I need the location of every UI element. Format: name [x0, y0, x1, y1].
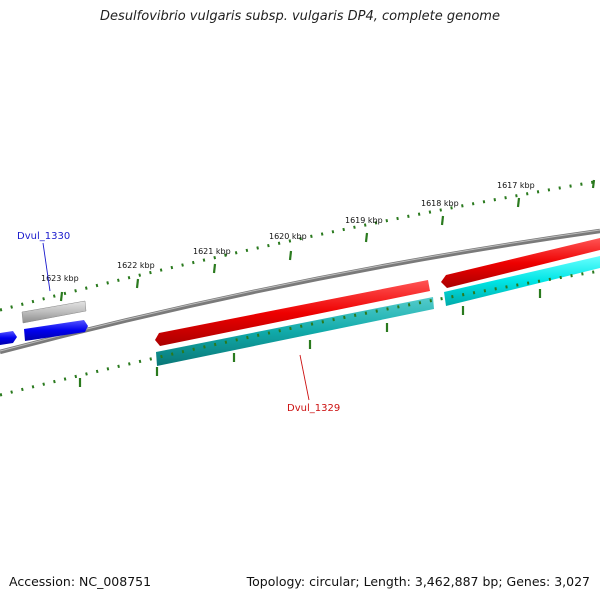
major-tick [135, 278, 140, 289]
tick-label: 1617 kbp [497, 181, 535, 190]
grey-feature[interactable] [21, 300, 87, 324]
red-cds-dvul-1329[interactable] [155, 280, 430, 346]
map-title: Desulfovibrio vulgaris subsp. vulgaris D… [100, 9, 500, 24]
tick-label: 1622 kbp [117, 261, 155, 270]
callout-line-dvul-1329 [299, 354, 310, 401]
tick-label: 1620 kbp [269, 232, 307, 241]
tick-label: 1623 kbp [41, 274, 79, 283]
gene-label-dvul-1330[interactable]: Dvul_1330 [17, 231, 70, 242]
major-tick [440, 215, 445, 226]
major-tick [288, 250, 293, 261]
blue-cds-left[interactable] [0, 331, 17, 345]
tick-label: 1619 kbp [345, 216, 383, 225]
cyan-cds-right[interactable] [444, 256, 600, 306]
accession-text: Accession: NC_008751 [9, 574, 152, 589]
major-tick [591, 179, 596, 189]
red-cds-right[interactable] [441, 238, 600, 288]
major-tick [516, 197, 521, 208]
callout-line-dvul-1330 [42, 242, 51, 292]
major-tick [364, 232, 369, 243]
outer-ruler [0, 179, 600, 312]
gene-label-dvul-1329[interactable]: Dvul_1329 [287, 403, 340, 414]
major-tick [212, 263, 217, 274]
tick-label: 1621 kbp [193, 247, 231, 256]
genome-summary-text: Topology: circular; Length: 3,462,887 bp… [246, 574, 590, 589]
blue-cds[interactable] [24, 320, 88, 341]
teal-cds[interactable] [156, 297, 434, 366]
inner-ruler [0, 269, 600, 397]
tick-label: 1618 kbp [421, 199, 459, 208]
major-tick [59, 291, 64, 302]
